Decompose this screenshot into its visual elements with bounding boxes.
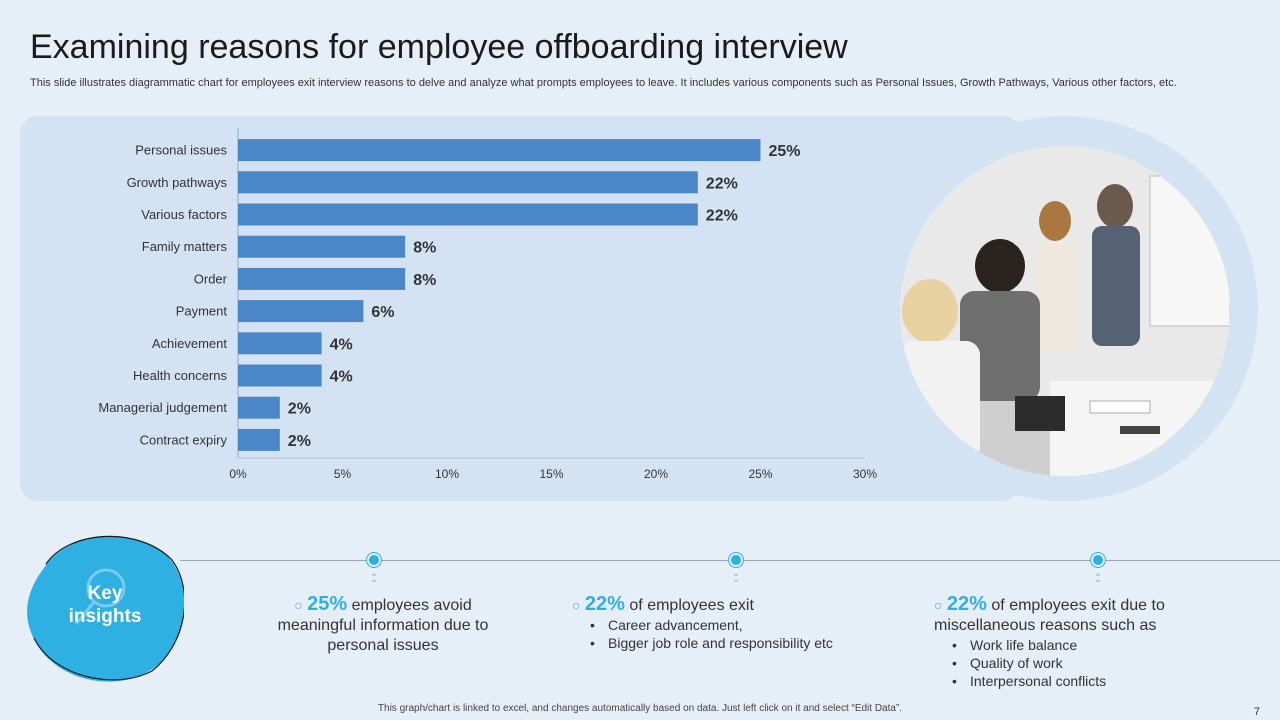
- circle-bullet-icon: ○: [934, 597, 943, 613]
- bar-0: [238, 139, 761, 162]
- exit-reasons-bar-chart: Personal issues 25% Growth pathways 22% Vari…: [98, 128, 877, 481]
- data-label: 4%: [330, 336, 353, 353]
- insight-text: of employees exit: [629, 597, 754, 614]
- data-label: 25%: [769, 143, 801, 160]
- bar-4: [238, 267, 406, 290]
- insight-point: Work life balance: [950, 636, 1204, 654]
- bar-1: [238, 171, 698, 194]
- chevron-down-icon: ⌄ ⌄: [369, 568, 379, 585]
- data-label: 8%: [413, 240, 436, 257]
- category-label: Order: [194, 271, 228, 286]
- category-label: Growth pathways: [127, 175, 228, 190]
- bar-8: [238, 396, 280, 419]
- team-meeting-photo: [900, 146, 1230, 476]
- key-insights-badge: [27, 535, 184, 682]
- insight-point: Bigger job role and responsibility etc: [588, 634, 872, 652]
- insight-2: ○ 22% of employees exit Career advanceme…: [572, 594, 872, 652]
- data-label: 2%: [288, 433, 311, 450]
- insight-text: employees avoid meaningful information d…: [277, 597, 489, 654]
- data-label: 2%: [288, 401, 311, 418]
- chevron-down-icon: ⌄ ⌄: [1093, 568, 1103, 585]
- x-tick-label: 20%: [644, 467, 668, 481]
- x-tick-label: 15%: [539, 467, 563, 481]
- insight-text: of employees exit due to miscellaneous r…: [934, 597, 1165, 634]
- chevron-down-icon: ⌄ ⌄: [731, 568, 741, 585]
- page-title: Examining reasons for employee offboardi…: [30, 28, 848, 66]
- bar-9: [238, 428, 280, 451]
- data-label: 8%: [413, 272, 436, 289]
- insight-3: ○ 22% of employees exit due to miscellan…: [934, 594, 1204, 690]
- x-tick-label: 30%: [853, 467, 877, 481]
- insight-percent: 22%: [946, 593, 987, 615]
- insight-dot-2: [729, 553, 743, 567]
- page-subtitle: This slide illustrates diagrammatic char…: [30, 77, 1177, 89]
- circle-bullet-icon: ○: [572, 597, 581, 613]
- insight-dot-3: [1091, 553, 1105, 567]
- bar-7: [238, 364, 322, 387]
- data-label: 22%: [706, 175, 738, 192]
- bar-5: [238, 300, 364, 323]
- x-tick-label: 25%: [748, 467, 772, 481]
- category-label: Managerial judgement: [98, 400, 227, 415]
- insight-percent: 22%: [584, 593, 625, 615]
- key-insights-label: Key insights: [68, 583, 142, 627]
- circle-bullet-icon: ○: [294, 597, 303, 613]
- insight-percent: 25%: [307, 593, 348, 615]
- magnifier-icon: [74, 568, 126, 625]
- category-label: Various factors: [141, 207, 227, 222]
- category-label: Contract expiry: [140, 432, 228, 447]
- category-label: Personal issues: [135, 143, 227, 158]
- category-label: Payment: [176, 304, 228, 319]
- data-label: 22%: [706, 208, 738, 225]
- data-label: 6%: [371, 304, 394, 321]
- x-tick-label: 5%: [334, 467, 352, 481]
- category-label: Achievement: [152, 336, 228, 351]
- insight-point: Interpersonal conflicts: [950, 672, 1204, 690]
- x-tick-label: 0%: [229, 467, 247, 481]
- bar-2: [238, 203, 698, 226]
- team-meeting-illustration: [900, 146, 1230, 476]
- category-label: Health concerns: [133, 368, 227, 383]
- x-tick-label: 10%: [435, 467, 459, 481]
- data-label: 4%: [330, 369, 353, 386]
- page-number: 7: [1253, 706, 1260, 718]
- category-label: Family matters: [142, 239, 228, 254]
- bar-6: [238, 332, 322, 355]
- footer-note: This graph/chart is linked to excel, and…: [377, 703, 903, 714]
- insight-point: Career advancement,: [588, 616, 872, 634]
- bar-3: [238, 235, 406, 258]
- insight-dot-1: [367, 553, 381, 567]
- insight-point: Quality of work: [950, 654, 1204, 672]
- insight-1: ○ 25% employees avoid meaningful informa…: [268, 594, 498, 656]
